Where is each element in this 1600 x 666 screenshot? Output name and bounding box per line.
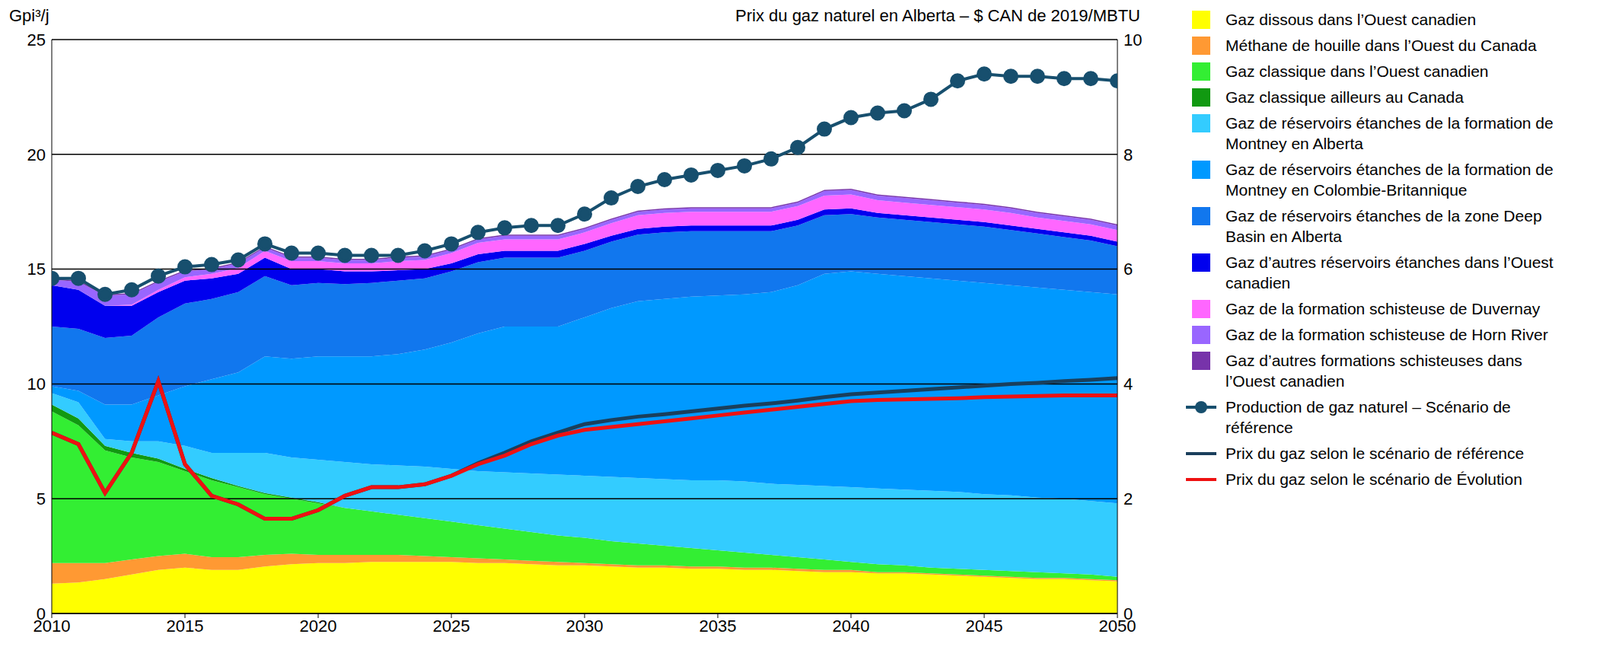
html-text:Gaz classique dans l’Ouest can: Gaz classique dans l’Ouest canadien [1225, 62, 1489, 80]
svg-text:0: 0 [1123, 604, 1133, 624]
html-text:Gaz de réservoirs étanches de: Gaz de réservoirs étanches de la zone De… [1225, 207, 1542, 246]
html-text:Gaz d’autres formations schist: Gaz d’autres formations schisteuses dans… [1225, 351, 1523, 390]
html-text:Prix du gaz selon le scénario: Prix du gaz selon le scénario de référen… [1225, 444, 1525, 463]
svg-text:2025: 2025 [433, 616, 471, 636]
svg-text:0: 0 [36, 604, 46, 624]
svg-text:15: 15 [27, 259, 46, 279]
html-text:Prix du gaz naturel en Alberta: Prix du gaz naturel en Alberta – $ CAN d… [735, 6, 1141, 26]
svg-text:25: 25 [27, 30, 46, 50]
svg-text:10: 10 [1123, 30, 1142, 50]
svg-text:2030: 2030 [566, 616, 604, 636]
svg-text:2040: 2040 [832, 616, 871, 636]
html-text:Gaz dissous dans l’Ouest canad: Gaz dissous dans l’Ouest canadien [1225, 10, 1477, 29]
svg-text:4: 4 [1123, 374, 1133, 394]
html-text:Gaz de la formation schisteuse: Gaz de la formation schisteuse de Duvern… [1225, 299, 1541, 318]
html-text:Prix du gaz selon le scénario: Prix du gaz selon le scénario de Évoluti… [1225, 470, 1523, 488]
svg-text:2035: 2035 [699, 616, 737, 636]
svg-text:20: 20 [27, 145, 46, 165]
svg-text:2045: 2045 [965, 616, 1004, 636]
svg-text:2010: 2010 [33, 616, 71, 636]
html-text:Gaz de la formation schisteuse: Gaz de la formation schisteuse de Horn R… [1225, 325, 1549, 344]
html-text:Méthane de houille dans l’Oues: Méthane de houille dans l’Ouest du Canad… [1225, 36, 1537, 55]
html-text:Gaz classique ailleurs au Cana: Gaz classique ailleurs au Canada [1225, 88, 1464, 106]
html-text:Gaz de réservoirs étanches de: Gaz de réservoirs étanches de la formati… [1225, 114, 1554, 153]
svg-text:5: 5 [36, 489, 46, 509]
svg-text:10: 10 [27, 374, 46, 394]
svg-text:2050: 2050 [1098, 616, 1137, 636]
html-text:Production de gaz naturel – Sc: Production de gaz naturel – Scénario de … [1225, 398, 1511, 437]
svg-text:2020: 2020 [299, 616, 338, 636]
html-text:Gpi³/j: Gpi³/j [9, 6, 50, 26]
svg-text:8: 8 [1123, 145, 1133, 165]
html-text:Gaz d’autres réservoirs étanch: Gaz d’autres réservoirs étanches dans l’… [1225, 253, 1554, 292]
html-text:Gaz de réservoirs étanches de: Gaz de réservoirs étanches de la formati… [1225, 160, 1554, 199]
svg-text:2015: 2015 [166, 616, 204, 636]
svg-text:2: 2 [1123, 489, 1133, 509]
svg-text:6: 6 [1123, 259, 1133, 279]
